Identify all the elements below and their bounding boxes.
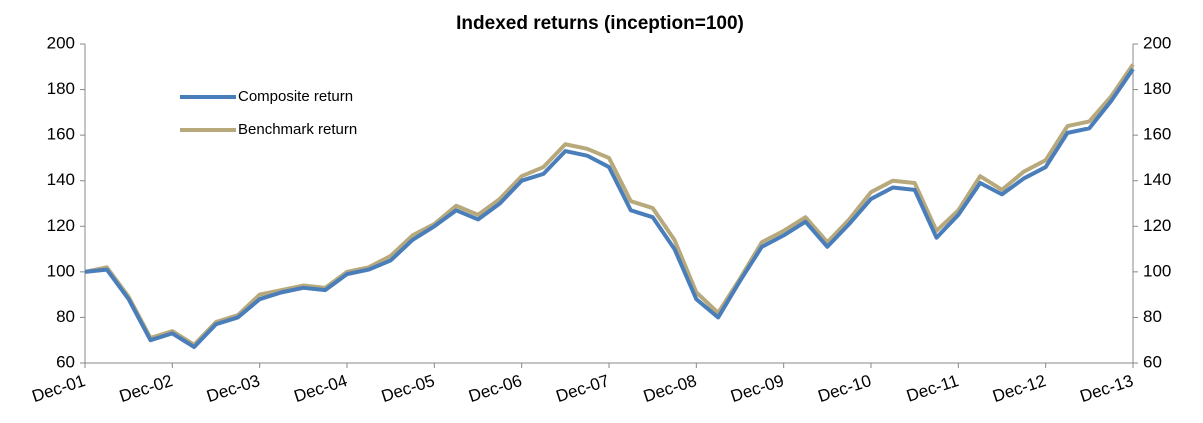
y2-tick-label: 140 bbox=[1143, 170, 1171, 189]
x-tick-label: Dec-07 bbox=[554, 371, 612, 406]
x-tick-label: Dec-01 bbox=[30, 371, 88, 406]
y-tick-label: 180 bbox=[47, 79, 75, 98]
y2-tick-label: 100 bbox=[1143, 261, 1171, 280]
x-tick-label: Dec-12 bbox=[990, 371, 1048, 406]
x-tick-label: Dec-06 bbox=[466, 371, 524, 406]
x-tick-label: Dec-11 bbox=[904, 371, 961, 406]
legend-label: Benchmark return bbox=[238, 121, 357, 138]
y2-tick-label: 160 bbox=[1143, 125, 1171, 144]
x-tick-label: Dec-03 bbox=[204, 371, 262, 406]
x-tick-label: Dec-10 bbox=[816, 371, 874, 406]
series-line bbox=[84, 67, 1135, 350]
x-tick-label: Dec-08 bbox=[641, 371, 699, 406]
y-tick-label: 100 bbox=[47, 261, 75, 280]
x-tick-label: Dec-02 bbox=[117, 371, 175, 406]
y2-tick-label: 60 bbox=[1143, 352, 1162, 371]
y2-tick-label: 80 bbox=[1143, 307, 1162, 326]
y-tick-label: 160 bbox=[47, 125, 75, 144]
x-tick-label: Dec-04 bbox=[292, 371, 350, 406]
y-tick-label: 80 bbox=[56, 307, 75, 326]
chart-title: Indexed returns (inception=100) bbox=[456, 13, 744, 34]
x-tick-label: Dec-09 bbox=[728, 371, 786, 406]
series-line bbox=[84, 63, 1135, 347]
x-tick-label: Dec-05 bbox=[379, 371, 437, 406]
x-tick-label: Dec-13 bbox=[1078, 371, 1136, 406]
y-tick-label: 200 bbox=[47, 33, 75, 52]
y-tick-label: 140 bbox=[47, 170, 75, 189]
y2-tick-label: 120 bbox=[1143, 216, 1171, 235]
y-tick-label: 60 bbox=[56, 352, 75, 371]
legend-label: Composite return bbox=[238, 88, 353, 105]
y2-tick-label: 200 bbox=[1143, 33, 1171, 52]
y-tick-label: 120 bbox=[47, 216, 75, 235]
y2-tick-label: 180 bbox=[1143, 79, 1171, 98]
